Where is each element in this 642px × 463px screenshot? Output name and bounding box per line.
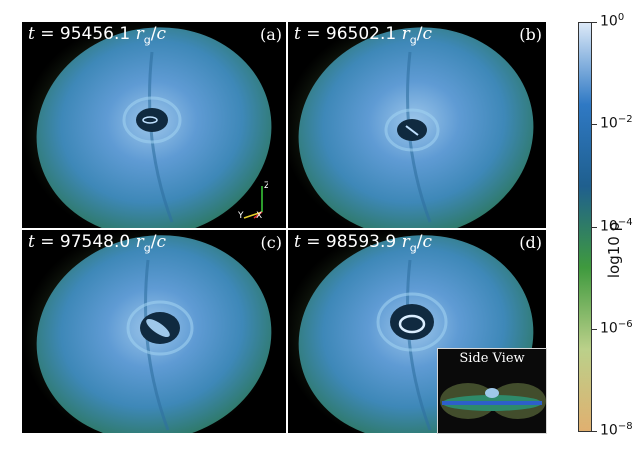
axis-z-label: Z (264, 181, 268, 191)
colorbar-tick (592, 227, 597, 228)
time-label-c: t = 97548.0 rg/c (28, 232, 167, 255)
axis-y-label: Y (237, 211, 244, 221)
side-view-inset: Side View (437, 348, 547, 434)
time-label-a: t = 95456.1 rg/c (28, 24, 167, 47)
disk-render-c (22, 230, 272, 433)
side-view-render (440, 383, 546, 419)
colorbar-tick (592, 22, 597, 23)
panel-b: t = 96502.1 rg/c (b) (288, 22, 546, 228)
colorbar-tick (592, 431, 597, 432)
panel-c: t = 97548.0 rg/c (c) (22, 230, 286, 433)
disk-render-a (22, 22, 272, 228)
panel-tag-a: (a) (259, 25, 282, 44)
panel-tag-c: (c) (260, 233, 282, 252)
axis-x-label: X (256, 211, 262, 221)
time-label-b: t = 96502.1 rg/c (294, 24, 433, 47)
colorbar-tick (592, 329, 597, 330)
panel-tag-d: (d) (519, 233, 542, 252)
colorbar-tick-label: 100 (600, 12, 625, 30)
axes-triad: Z Y X (228, 178, 270, 224)
disk-render-b (288, 22, 534, 228)
panel-a: t = 95456.1 rg/c (a) (22, 22, 286, 228)
colorbar (578, 22, 592, 432)
side-view-title: Side View (459, 351, 525, 366)
panel-tag-b: (b) (519, 25, 542, 44)
colorbar-tick-label: 10−4 (600, 217, 633, 235)
colorbar-tick-label: 10−6 (600, 319, 633, 337)
colorbar-tick-label: 10−2 (600, 114, 633, 132)
time-label-d: t = 98593.9 rg/c (294, 232, 433, 255)
colorbar-tick-label: 10−8 (600, 421, 633, 439)
colorbar-tick (592, 124, 597, 125)
colorbar-label: log10 ρ (605, 221, 623, 279)
